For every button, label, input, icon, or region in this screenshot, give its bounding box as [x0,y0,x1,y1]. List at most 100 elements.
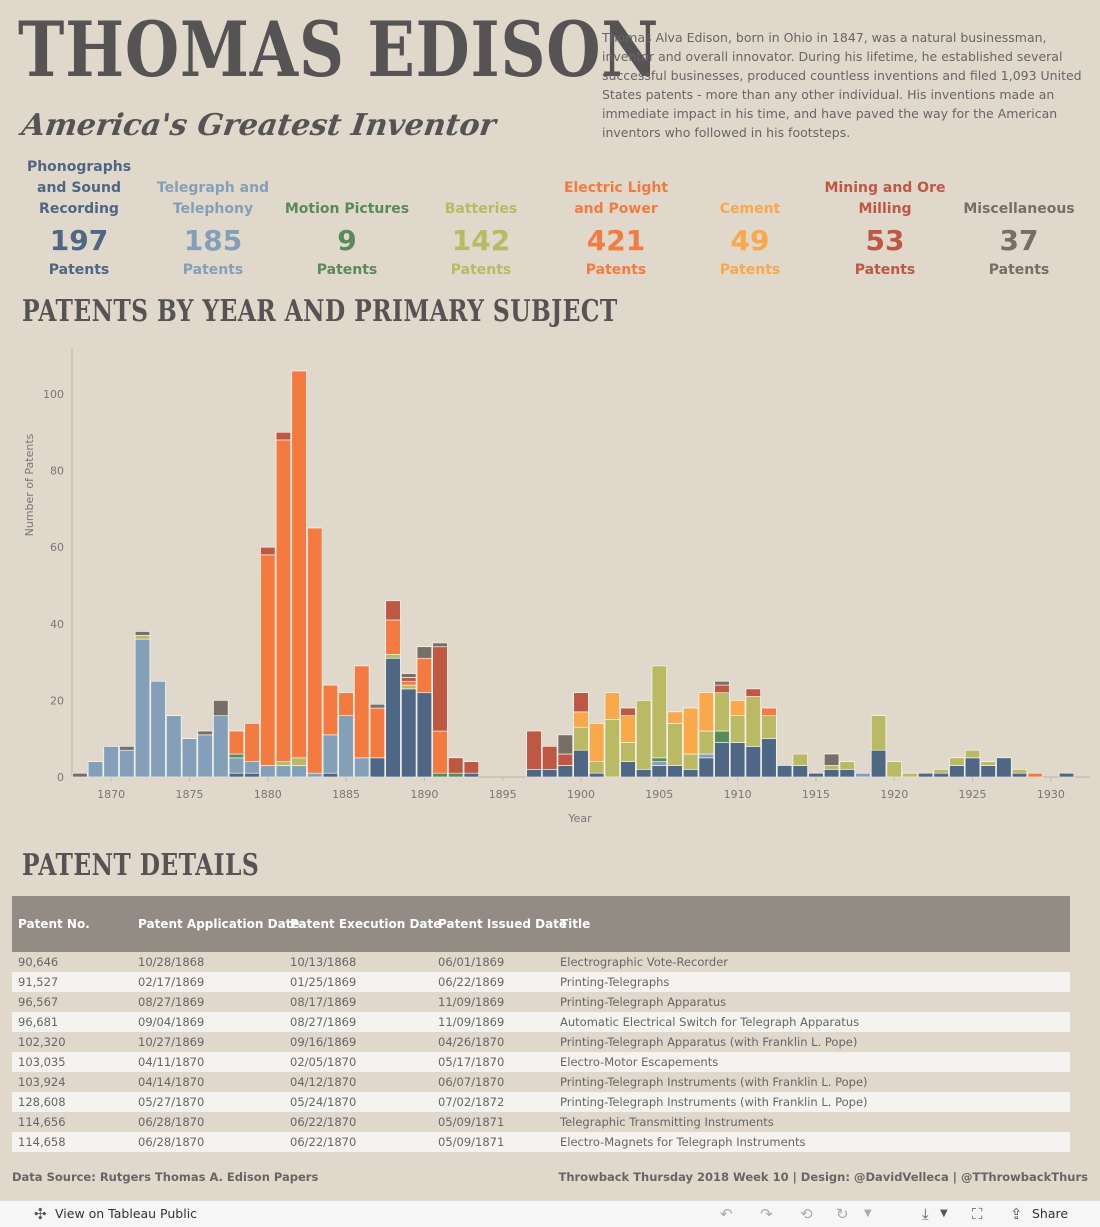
undo-icon[interactable]: ↶ [720,1205,733,1223]
bar-segment-phon-1907[interactable] [682,769,699,778]
bar-segment-phon-1899[interactable] [557,765,573,778]
bar-segment-motion-1878[interactable] [228,753,245,759]
bar-segment-phon-1926[interactable] [980,765,996,778]
header-application-date[interactable]: Patent Application Date [138,917,300,931]
bar-segment-phon-1884[interactable] [322,772,339,778]
bar-segment-phon-1923[interactable] [933,772,949,778]
bar-segment-phon-1924[interactable] [949,765,965,778]
bar-segment-batt-1908[interactable] [698,730,714,755]
bar-segment-phon-1906[interactable] [667,765,683,778]
kpi-cement[interactable]: Cement 49 Patents [683,178,817,280]
bar-segment-phon-1910[interactable] [729,742,746,778]
bar-segment-mine-1880[interactable] [260,546,276,556]
bar-segment-phon-1904[interactable] [636,769,652,778]
fullscreen-icon[interactable]: ⛶ [972,1205,983,1223]
bar-segment-elec-1891[interactable] [432,730,448,774]
bar-segment-phon-1911[interactable] [745,746,761,778]
bar-segment-misc-1877[interactable] [213,700,229,717]
bar-segment-tele-1882[interactable] [291,765,307,778]
bar-segment-misc-1889[interactable] [401,673,417,678]
bar-segment-phon-1905[interactable] [651,765,667,778]
bar-segment-batt-1914[interactable] [792,753,808,766]
bar-segment-elec-1887[interactable] [369,707,386,759]
table-row[interactable]: 103,035 04/11/1870 02/05/1870 05/17/1870 Ele… [12,1052,1070,1072]
table-row[interactable]: 103,924 04/14/1870 04/12/1870 06/07/1870 Pri… [12,1072,1070,1092]
bar-segment-batt-1901[interactable] [589,761,605,774]
bar-segment-phon-1917[interactable] [839,769,855,778]
bar-segment-phon-1909[interactable] [714,742,730,778]
bar-segment-mine-1892[interactable] [448,757,464,774]
kpi-miscellaneous[interactable]: Miscellaneous 37 Patents [952,178,1086,280]
bar-segment-batt-1928[interactable] [1011,769,1028,774]
bar-segment-mine-1909[interactable] [714,684,730,694]
bar-segment-tele-1875[interactable] [181,738,198,778]
bar-segment-mine-1891[interactable] [432,646,448,732]
bar-segment-phon-1887[interactable] [369,757,386,778]
share-icon[interactable]: ⇪ [1010,1205,1023,1223]
bar-segment-tele-1881[interactable] [275,765,292,778]
bar-segment-tele-1877[interactable] [213,715,229,778]
bar-segment-tele-1869[interactable] [87,761,104,778]
table-row[interactable]: 114,658 06/28/1870 06/22/1870 05/09/1871 Ele… [12,1132,1070,1152]
bar-segment-cem-1900[interactable] [573,711,589,728]
kpi-batteries[interactable]: Batteries 142 Patents [414,178,548,280]
bar-segment-misc-1909[interactable] [714,680,730,686]
bar-segment-batt-1904[interactable] [636,700,652,770]
bar-segment-cem-1910[interactable] [729,700,746,717]
kpi-mining[interactable]: Mining and Ore Milling 53 Patents [818,178,952,280]
bar-segment-batt-1906[interactable] [667,723,683,766]
kpi-motion-pictures[interactable]: Motion Pictures 9 Patents [280,178,414,280]
bar-segment-batt-1909[interactable] [714,692,730,732]
bar-segment-phon-1897[interactable] [526,769,542,778]
bar-segment-batt-1888[interactable] [385,654,401,659]
bar-segment-batt-1921[interactable] [902,772,918,778]
bar-segment-phon-1919[interactable] [870,749,887,778]
bar-segment-batt-1920[interactable] [886,761,902,778]
bar-segment-misc-1871[interactable] [119,746,135,751]
bar-segment-misc-1868[interactable] [72,772,88,778]
bar-segment-phon-1931[interactable] [1058,772,1075,778]
bar-segment-tele-1918[interactable] [855,772,871,778]
bar-segment-phon-1879[interactable] [244,772,260,778]
header-title[interactable]: Title [560,917,591,931]
bar-segment-elec-1886[interactable] [354,665,370,759]
share-button[interactable]: Share [1032,1206,1069,1221]
bar-segment-phon-1925[interactable] [964,757,981,778]
table-row[interactable]: 91,527 02/17/1869 01/25/1869 06/22/1869 Prin… [12,972,1070,992]
bar-segment-phon-1914[interactable] [792,765,808,778]
bar-segment-tele-1872[interactable] [134,638,151,778]
bar-segment-elec-1884[interactable] [322,684,339,736]
bar-segment-elec-1883[interactable] [307,527,323,774]
bar-segment-phon-1913[interactable] [776,765,793,778]
bar-segment-tele-1880[interactable] [260,765,276,778]
bar-segment-batt-1872[interactable] [134,634,151,640]
bar-segment-batt-1882[interactable] [291,757,307,766]
bar-segment-tele-1905[interactable] [651,761,667,766]
bar-segment-misc-1876[interactable] [197,730,213,736]
table-row[interactable]: 102,320 10/27/1869 09/16/1869 04/26/1870 Pri… [12,1032,1070,1052]
bar-segment-batt-1911[interactable] [745,696,761,747]
table-row[interactable]: 90,646 10/28/1868 10/13/1868 06/01/1869 Elec… [12,952,1070,972]
bar-segment-phon-1878[interactable] [228,772,245,778]
header-execution-date[interactable]: Patent Execution Date [290,917,442,931]
bar-segment-cem-1907[interactable] [682,707,699,755]
bar-segment-phon-1915[interactable] [808,772,824,778]
table-row[interactable]: 96,681 09/04/1869 08/27/1869 11/09/1869 Auto… [12,1012,1070,1032]
bar-segment-misc-1891[interactable] [432,642,448,648]
bar-segment-elec-1890[interactable] [416,657,433,694]
bar-segment-mine-1900[interactable] [573,692,589,713]
bar-segment-elec-1880[interactable] [260,554,276,766]
bar-segment-misc-1916[interactable] [823,753,840,766]
bar-segment-mine-1888[interactable] [385,600,401,621]
kpi-phonographs[interactable]: Phonographs and Sound Recording 197 Pate… [12,159,146,280]
bar-segment-mine-1911[interactable] [745,688,761,697]
bar-segment-tele-1879[interactable] [244,761,260,774]
bar-segment-motion-1891[interactable] [432,772,448,778]
bar-segment-batt-1889[interactable] [401,684,417,690]
bar-segment-batt-1919[interactable] [870,715,887,751]
bar-segment-batt-1912[interactable] [761,715,777,739]
bar-segment-mine-1903[interactable] [620,707,636,717]
bar-segment-cem-1901[interactable] [589,723,605,762]
bar-segment-batt-1903[interactable] [620,742,636,762]
bar-segment-tele-1876[interactable] [197,734,213,778]
